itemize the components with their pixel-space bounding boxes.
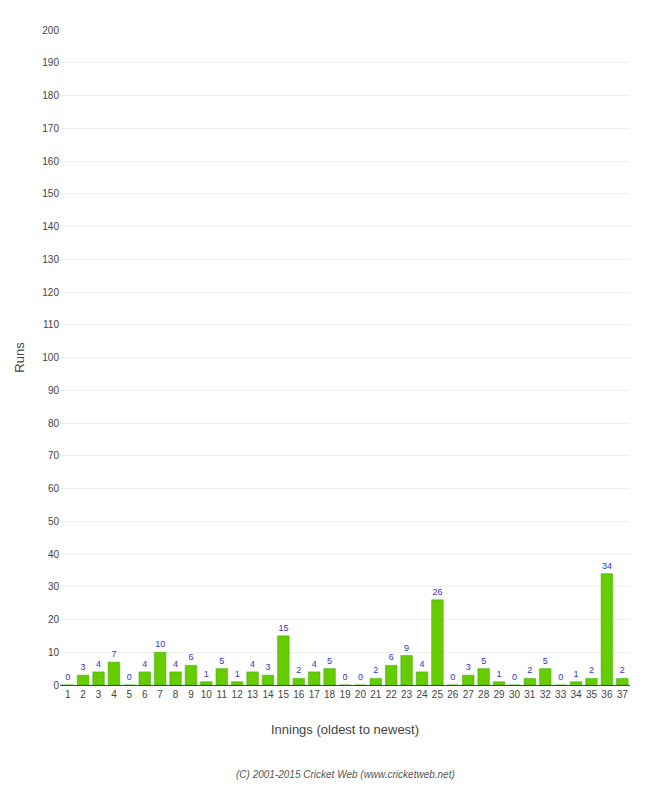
svg-text:26: 26 <box>447 689 459 700</box>
svg-text:27: 27 <box>463 689 475 700</box>
svg-text:0: 0 <box>512 672 517 682</box>
svg-text:34: 34 <box>602 561 612 571</box>
svg-text:6: 6 <box>188 652 193 662</box>
svg-text:1: 1 <box>497 669 502 679</box>
svg-text:70: 70 <box>48 450 60 461</box>
svg-text:0: 0 <box>53 680 59 691</box>
svg-text:2: 2 <box>589 665 594 675</box>
svg-text:3: 3 <box>265 662 270 672</box>
svg-text:9: 9 <box>404 643 409 653</box>
svg-text:40: 40 <box>48 549 60 560</box>
svg-text:4: 4 <box>420 659 425 669</box>
svg-text:32: 32 <box>540 689 552 700</box>
svg-text:Runs: Runs <box>12 342 27 373</box>
svg-text:11: 11 <box>217 689 228 700</box>
svg-text:2: 2 <box>620 665 625 675</box>
svg-text:100: 100 <box>42 352 59 363</box>
svg-text:13: 13 <box>247 689 259 700</box>
svg-text:0: 0 <box>358 672 363 682</box>
svg-text:17: 17 <box>309 689 321 700</box>
svg-text:2: 2 <box>527 665 532 675</box>
svg-text:(C) 2001-2015 Cricket Web (www: (C) 2001-2015 Cricket Web (www.cricketwe… <box>236 769 455 780</box>
svg-text:60: 60 <box>48 483 60 494</box>
svg-text:15: 15 <box>278 689 290 700</box>
svg-text:3: 3 <box>96 689 102 700</box>
svg-text:1: 1 <box>574 669 579 679</box>
svg-text:16: 16 <box>293 689 305 700</box>
svg-text:24: 24 <box>416 689 428 700</box>
svg-text:4: 4 <box>250 659 255 669</box>
svg-text:0: 0 <box>558 672 563 682</box>
svg-text:80: 80 <box>48 418 60 429</box>
svg-text:10: 10 <box>48 647 60 658</box>
svg-text:2: 2 <box>296 665 301 675</box>
svg-text:10: 10 <box>155 639 165 649</box>
svg-text:9: 9 <box>188 689 194 700</box>
svg-text:28: 28 <box>478 689 490 700</box>
svg-text:30: 30 <box>48 581 60 592</box>
svg-text:0: 0 <box>65 672 70 682</box>
svg-text:6: 6 <box>142 689 148 700</box>
svg-text:4: 4 <box>142 659 147 669</box>
svg-text:10: 10 <box>201 689 213 700</box>
svg-text:21: 21 <box>370 689 382 700</box>
svg-text:34: 34 <box>571 689 583 700</box>
svg-text:5: 5 <box>543 656 548 666</box>
svg-text:19: 19 <box>339 689 351 700</box>
svg-text:5: 5 <box>127 689 133 700</box>
svg-text:2: 2 <box>373 665 378 675</box>
svg-text:3: 3 <box>466 662 471 672</box>
svg-text:160: 160 <box>42 156 59 167</box>
svg-text:29: 29 <box>493 689 505 700</box>
svg-text:Innings (oldest to newest): Innings (oldest to newest) <box>271 722 419 737</box>
svg-text:4: 4 <box>111 689 117 700</box>
svg-text:33: 33 <box>555 689 567 700</box>
svg-text:4: 4 <box>96 659 101 669</box>
svg-text:50: 50 <box>48 516 60 527</box>
svg-text:1: 1 <box>235 669 240 679</box>
svg-text:7: 7 <box>111 649 116 659</box>
svg-text:5: 5 <box>481 656 486 666</box>
svg-text:30: 30 <box>509 689 521 700</box>
svg-text:0: 0 <box>450 672 455 682</box>
svg-text:170: 170 <box>42 123 59 134</box>
svg-text:31: 31 <box>524 689 536 700</box>
svg-text:20: 20 <box>48 614 60 625</box>
svg-text:0: 0 <box>127 672 132 682</box>
svg-text:5: 5 <box>327 656 332 666</box>
svg-text:7: 7 <box>157 689 163 700</box>
svg-text:1: 1 <box>204 669 209 679</box>
svg-text:200: 200 <box>42 25 59 36</box>
svg-text:90: 90 <box>48 385 60 396</box>
svg-text:120: 120 <box>42 287 59 298</box>
svg-text:0: 0 <box>342 672 347 682</box>
svg-text:18: 18 <box>324 689 336 700</box>
svg-text:190: 190 <box>42 57 59 68</box>
svg-text:35: 35 <box>586 689 598 700</box>
svg-text:4: 4 <box>173 659 178 669</box>
svg-text:4: 4 <box>312 659 317 669</box>
svg-text:110: 110 <box>43 319 59 330</box>
svg-text:25: 25 <box>432 689 444 700</box>
svg-text:6: 6 <box>389 652 394 662</box>
svg-text:14: 14 <box>262 689 274 700</box>
svg-text:1: 1 <box>65 689 71 700</box>
svg-text:3: 3 <box>81 662 86 672</box>
svg-text:150: 150 <box>42 188 59 199</box>
svg-text:22: 22 <box>386 689 398 700</box>
svg-text:20: 20 <box>355 689 367 700</box>
svg-text:23: 23 <box>401 689 413 700</box>
svg-text:140: 140 <box>42 221 59 232</box>
svg-text:130: 130 <box>42 254 59 265</box>
svg-text:180: 180 <box>42 90 59 101</box>
svg-text:26: 26 <box>432 587 442 597</box>
svg-text:12: 12 <box>232 689 244 700</box>
svg-text:36: 36 <box>601 689 613 700</box>
svg-text:2: 2 <box>80 689 86 700</box>
svg-text:37: 37 <box>617 689 629 700</box>
svg-text:15: 15 <box>278 623 288 633</box>
svg-text:8: 8 <box>173 689 179 700</box>
svg-text:5: 5 <box>219 656 224 666</box>
